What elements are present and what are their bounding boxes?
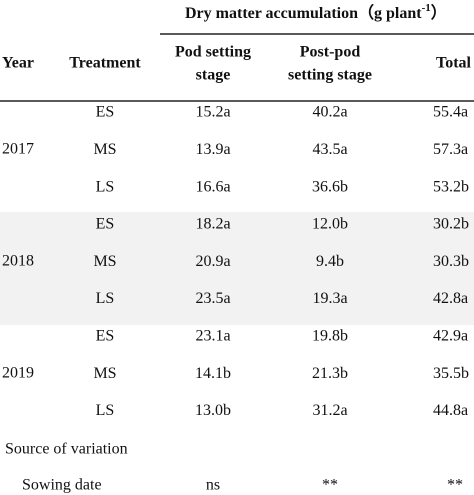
cell: 42.8a (433, 290, 468, 307)
cell: 16.6a (195, 178, 230, 195)
cell: 30.3b (433, 253, 469, 270)
col-header: Year (2, 55, 34, 72)
source-label: Source of variation (5, 441, 128, 458)
cell: 18.2a (195, 216, 230, 233)
cell: LS (96, 402, 115, 419)
cell: 21.3b (312, 365, 348, 382)
source-cell: Sowing date (22, 477, 102, 494)
cell: 36.6b (312, 178, 348, 195)
cell: ES (96, 104, 115, 121)
cell: 9.4b (316, 253, 344, 270)
cell: 23.5a (195, 290, 230, 307)
cell: 30.2b (433, 216, 469, 233)
cell: LS (96, 178, 115, 195)
year: 2018 (2, 253, 34, 270)
header-title: Dry matter accumulation（g plant-1） (185, 2, 447, 22)
cell: 15.2a (195, 104, 230, 121)
cell: 53.2b (433, 178, 469, 195)
cell: 40.2a (312, 104, 347, 121)
cell: MS (93, 253, 116, 270)
source-cell: ** (447, 477, 463, 494)
col-header: stage (196, 67, 231, 84)
cell: LS (96, 290, 115, 307)
source-cell: ** (322, 477, 338, 494)
col-header: setting stage (288, 67, 372, 84)
col-header: Pod setting (175, 44, 251, 61)
cell: MS (93, 141, 116, 158)
cell: 44.8a (433, 402, 468, 419)
cell: ES (96, 327, 115, 344)
source-cell: ns (206, 477, 220, 494)
cell: 31.2a (312, 402, 347, 419)
cell: 14.1b (195, 365, 231, 382)
year: 2019 (2, 364, 34, 381)
cell: 42.9a (433, 327, 468, 344)
cell: 57.3a (433, 141, 468, 158)
col-header: Total (436, 55, 472, 72)
cell: 35.5b (433, 365, 469, 382)
cell: 23.1a (195, 327, 230, 344)
cell: 13.0b (195, 402, 231, 419)
col-header: Treatment (69, 55, 141, 72)
cell: 13.9a (195, 141, 230, 158)
cell: 19.3a (312, 290, 347, 307)
cell: 19.8b (312, 327, 348, 344)
cell: 20.9a (195, 253, 230, 270)
cell: 43.5a (312, 141, 347, 158)
cell: 12.0b (312, 216, 348, 233)
cell: ES (96, 216, 115, 233)
cell: MS (93, 365, 116, 382)
col-header: Post-pod (300, 44, 361, 61)
cell: 55.4a (433, 104, 468, 121)
row-shade (0, 212, 474, 325)
year: 2017 (2, 141, 34, 158)
